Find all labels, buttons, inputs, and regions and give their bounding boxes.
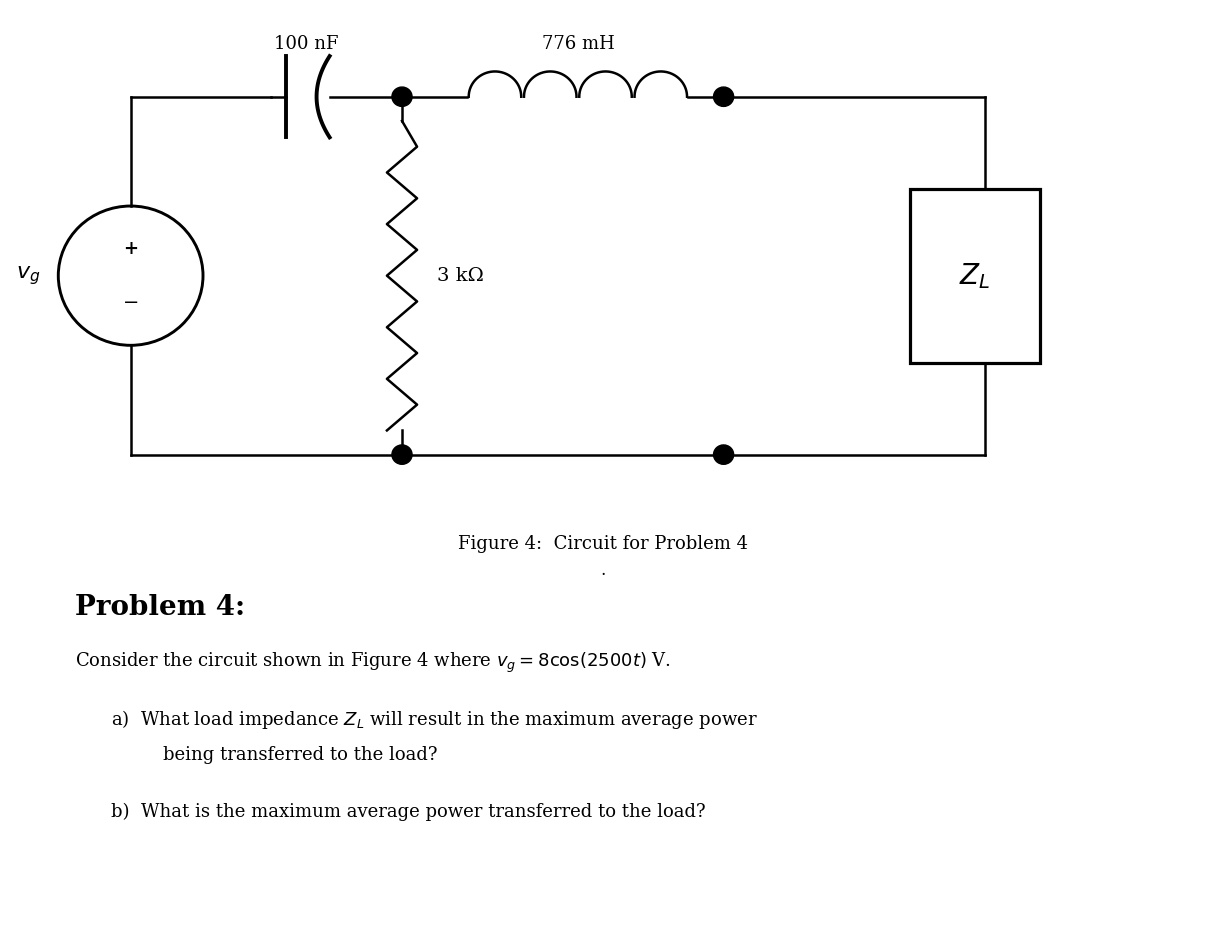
Circle shape bbox=[392, 445, 412, 465]
Text: $Z_L$: $Z_L$ bbox=[959, 260, 990, 291]
Circle shape bbox=[714, 87, 733, 106]
Text: 3 kΩ: 3 kΩ bbox=[437, 267, 484, 285]
Text: .: . bbox=[601, 562, 605, 580]
Text: Figure 4:  Circuit for Problem 4: Figure 4: Circuit for Problem 4 bbox=[458, 535, 748, 553]
Text: 100 nF: 100 nF bbox=[274, 35, 339, 53]
Text: $v_g$: $v_g$ bbox=[16, 264, 40, 287]
Text: a)  What load impedance $Z_L$ will result in the maximum average power: a) What load impedance $Z_L$ will result… bbox=[111, 708, 757, 731]
Circle shape bbox=[714, 445, 733, 465]
Text: b)  What is the maximum average power transferred to the load?: b) What is the maximum average power tra… bbox=[111, 803, 706, 821]
Text: −: − bbox=[123, 294, 139, 312]
Bar bbox=[909, 189, 1040, 363]
Text: 776 mH: 776 mH bbox=[541, 35, 614, 53]
Text: Consider the circuit shown in Figure 4 where $v_g = 8\cos(2500t)$ V.: Consider the circuit shown in Figure 4 w… bbox=[75, 651, 671, 674]
Circle shape bbox=[392, 87, 412, 106]
Text: Problem 4:: Problem 4: bbox=[75, 594, 245, 620]
Text: +: + bbox=[123, 239, 139, 257]
Text: being transferred to the load?: being transferred to the load? bbox=[163, 746, 438, 764]
